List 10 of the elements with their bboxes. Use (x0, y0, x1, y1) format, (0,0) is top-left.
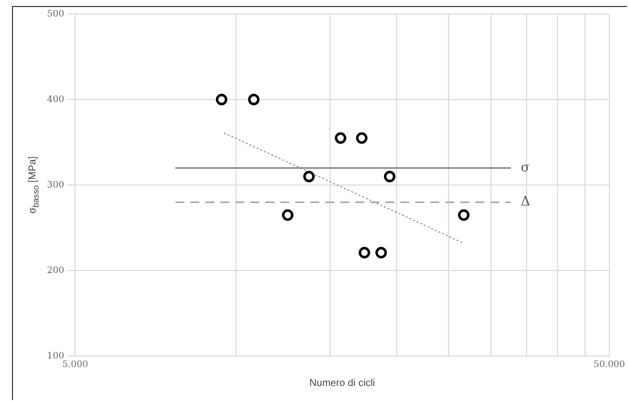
y-tick-label: 300 (46, 180, 64, 190)
y-tick-label: 200 (46, 266, 64, 276)
y-tick-label: 100 (46, 352, 64, 362)
y-tick-label: 400 (46, 94, 64, 105)
series-label: σ (520, 160, 530, 176)
series-label: Δ (520, 194, 530, 210)
x-tick-label: 50.000 (594, 360, 626, 370)
y-tick-label: 500 (46, 9, 64, 20)
x-axis-title: Numero di cicli (309, 378, 376, 389)
x-tick-label: 5.000 (62, 360, 88, 370)
